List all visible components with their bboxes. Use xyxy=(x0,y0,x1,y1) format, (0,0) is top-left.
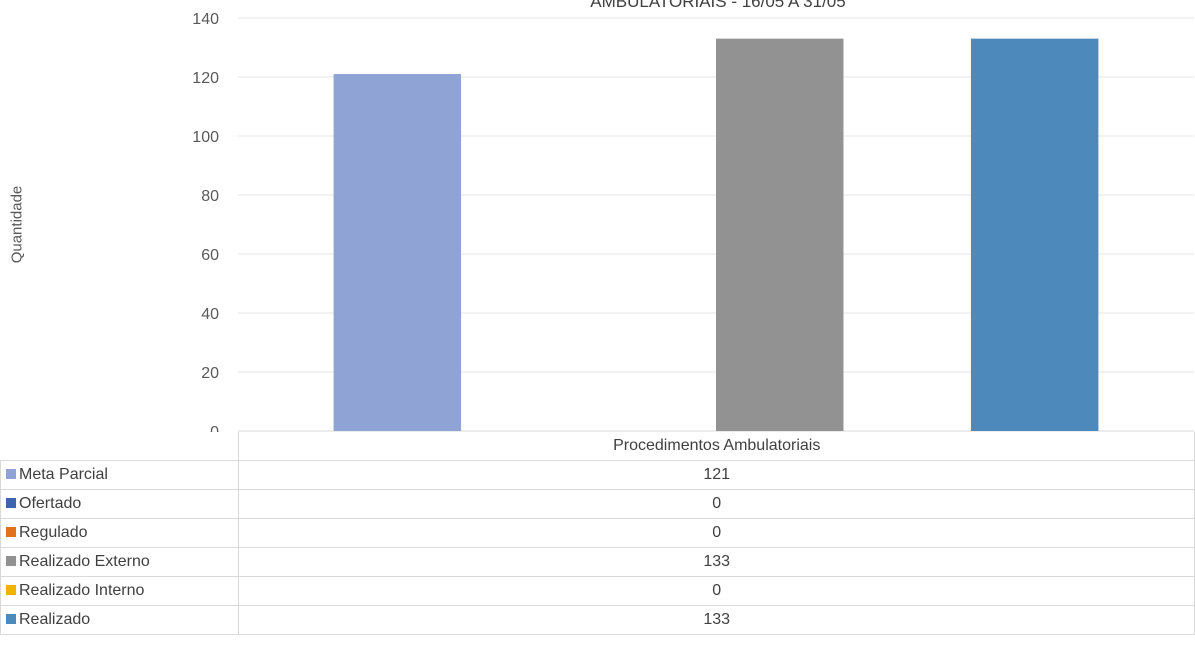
legend-label: Realizado xyxy=(19,611,91,628)
legend-label: Realizado Interno xyxy=(19,582,145,599)
bars xyxy=(333,38,1099,432)
chart-title: AMBULATORIAIS - 16/05 A 31/05 xyxy=(590,0,846,11)
table-value-realizado-externo: 133 xyxy=(238,547,1195,577)
table-row-realizado-interno: Realizado Interno 0 xyxy=(0,576,1195,606)
table-row-meta-parcial: Meta Parcial 121 xyxy=(0,460,1195,490)
bar-meta-parcial xyxy=(333,74,462,432)
table-value-ofertado: 0 xyxy=(238,489,1195,519)
legend-swatch-meta-parcial xyxy=(6,469,16,479)
y-tick-label-120: 120 xyxy=(192,70,219,87)
data-table-corner xyxy=(1,432,239,461)
category-label: Procedimentos Ambulatoriais xyxy=(238,432,1195,461)
legend-label: Realizado Externo xyxy=(19,553,150,570)
legend-entry-ofertado: Ofertado xyxy=(0,489,240,519)
legend-label: Ofertado xyxy=(19,495,82,512)
legend-swatch-realizado xyxy=(6,614,16,624)
legend-entry-meta-parcial: Meta Parcial xyxy=(0,460,240,490)
bar-realizado-externo xyxy=(716,38,844,432)
table-value-realizado-interno: 0 xyxy=(238,576,1195,606)
legend-label: Regulado xyxy=(19,524,88,541)
data-table: Procedimentos Ambulatoriais Meta Parcial… xyxy=(0,432,1195,635)
table-row-realizado-externo: Realizado Externo 133 xyxy=(0,547,1195,577)
data-table-header-row: Procedimentos Ambulatoriais xyxy=(1,432,1195,461)
legend-swatch-ofertado xyxy=(6,498,16,508)
bar-chart-plot: 0 20 40 60 80 100 120 140 xyxy=(192,11,1194,432)
legend-entry-realizado-externo: Realizado Externo xyxy=(0,547,240,577)
table-row-realizado: Realizado 133 xyxy=(0,605,1195,635)
bar-realizado xyxy=(970,38,1099,432)
y-tick-label-40: 40 xyxy=(201,306,219,323)
table-value-realizado: 133 xyxy=(238,605,1195,635)
legend-entry-regulado: Regulado xyxy=(0,518,240,548)
y-tick-label-20: 20 xyxy=(201,365,219,382)
y-tick-label-0: 0 xyxy=(210,424,219,432)
legend-swatch-regulado xyxy=(6,527,16,537)
table-value-regulado: 0 xyxy=(238,518,1195,548)
y-tick-label-80: 80 xyxy=(201,188,219,205)
y-tick-label-60: 60 xyxy=(201,247,219,264)
table-row-regulado: Regulado 0 xyxy=(0,518,1195,548)
y-tick-labels: 0 20 40 60 80 100 120 140 xyxy=(192,11,219,432)
legend-entry-realizado: Realizado xyxy=(0,605,240,635)
table-value-meta-parcial: 121 xyxy=(238,460,1195,490)
legend-swatch-realizado-interno xyxy=(6,585,16,595)
legend-label: Meta Parcial xyxy=(19,466,108,483)
table-row-ofertado: Ofertado 0 xyxy=(0,489,1195,519)
y-tick-label-100: 100 xyxy=(192,129,219,146)
legend-entry-realizado-interno: Realizado Interno xyxy=(0,576,240,606)
y-tick-label-140: 140 xyxy=(192,11,219,28)
legend-swatch-realizado-externo xyxy=(6,556,16,566)
